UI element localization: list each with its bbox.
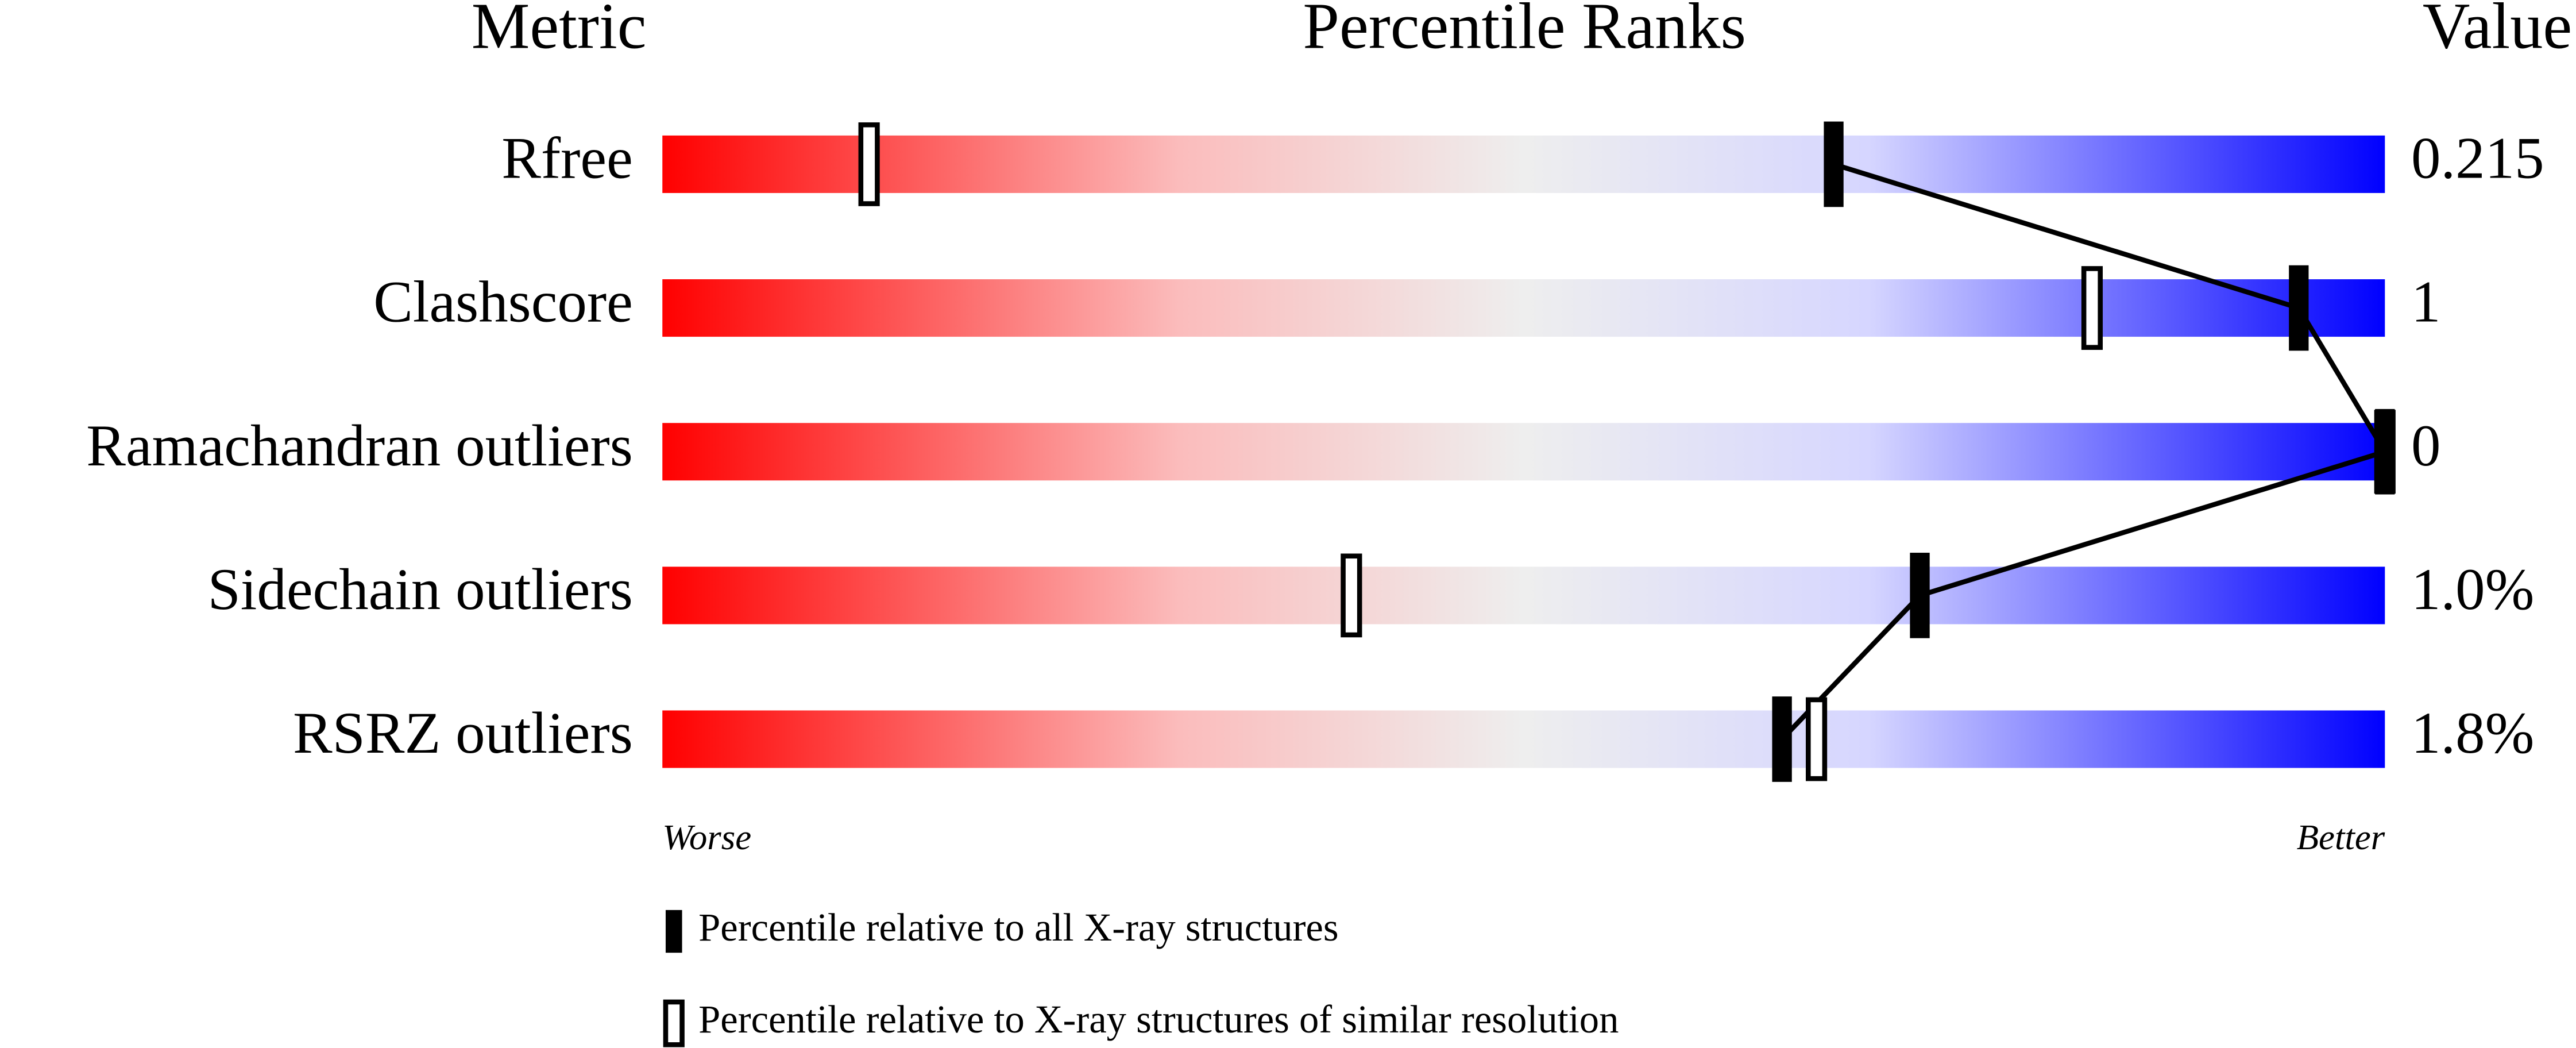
rank-bar [662, 567, 2385, 625]
rank-bar [662, 135, 2385, 193]
column-header: Value [2423, 0, 2572, 62]
scale-label: Worse [662, 817, 751, 857]
percentile-marker [2289, 265, 2309, 351]
legend-swatch [665, 910, 682, 953]
percentile-marker [1824, 121, 1844, 207]
metric-label: Sidechain outliers [208, 557, 633, 622]
metric-label: Rfree [501, 126, 633, 191]
metric-label: RSRZ outliers [293, 700, 633, 766]
scale-label: Better [2297, 817, 2385, 857]
metric-value: 1 [2411, 269, 2440, 335]
column-header: Percentile Ranks [1303, 0, 1746, 62]
metric-value: 1.8% [2411, 700, 2534, 766]
legend-swatch [663, 999, 685, 1047]
column-header: Metric [472, 0, 647, 62]
metric-label: Ramachandran outliers [86, 413, 633, 479]
legend-label: Percentile relative to X-ray structures … [698, 997, 1619, 1041]
metric-label: Clashscore [373, 269, 633, 335]
metric-value: 1.0% [2411, 557, 2534, 622]
percentile-marker [1806, 697, 1828, 781]
rank-bar [662, 710, 2385, 768]
metric-value: 0.215 [2411, 126, 2544, 191]
percentile-marker [2375, 409, 2395, 495]
percentile-marker [858, 122, 880, 206]
rank-bar [662, 279, 2385, 337]
percentile-marker [2081, 266, 2103, 350]
metric-value: 0 [2411, 413, 2440, 479]
percentile-marker [1341, 553, 1362, 638]
legend-label: Percentile relative to all X-ray structu… [698, 906, 1338, 949]
rank-bar [662, 423, 2385, 481]
percentile-marker [1772, 696, 1792, 782]
percentile-marker [1910, 553, 1930, 638]
